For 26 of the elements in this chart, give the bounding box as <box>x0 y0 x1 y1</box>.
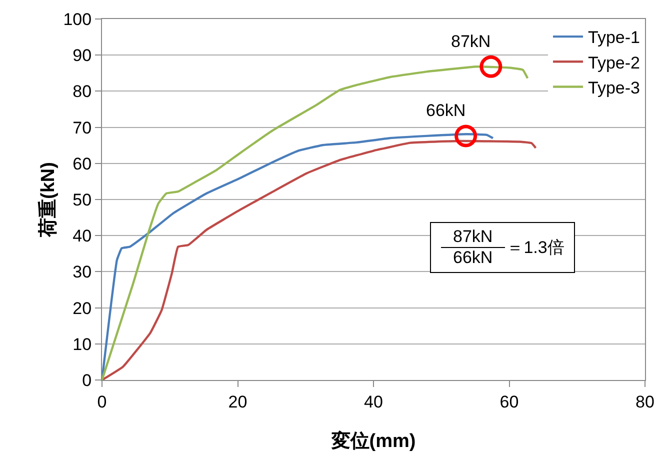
x-tick-label: 80 <box>636 392 654 412</box>
annotation: ＝1.3倍 <box>506 237 564 259</box>
annotation: 87kN <box>451 32 491 51</box>
y-tick-label: 90 <box>72 46 92 66</box>
annotation: 66kN <box>453 248 493 268</box>
x-axis-title: 変位(mm) <box>330 430 416 452</box>
y-tick-label: 20 <box>72 298 92 318</box>
annotation: 87kN <box>441 227 505 248</box>
y-tick-label: 70 <box>72 118 92 138</box>
annotation: 66kN <box>426 101 466 120</box>
y-axis-title: 荷重(kN) <box>37 162 59 238</box>
legend-label: Type-3 <box>588 78 640 98</box>
y-tick-label: 40 <box>72 226 92 246</box>
y-tick-label: 80 <box>72 82 92 102</box>
y-tick-label: 50 <box>72 190 92 210</box>
y-tick-label: 60 <box>72 154 92 174</box>
x-tick-label: 20 <box>228 392 248 412</box>
x-tick-label: 0 <box>97 392 107 412</box>
legend-label: Type-2 <box>588 53 640 72</box>
y-tick-label: 10 <box>72 334 92 354</box>
x-tick-label: 40 <box>364 392 383 412</box>
y-tick-label: 30 <box>72 262 92 282</box>
y-tick-label: 100 <box>63 10 92 29</box>
y-tick-label: 0 <box>82 370 92 390</box>
legend-label: Type-1 <box>588 28 640 48</box>
x-tick-label: 60 <box>500 392 519 412</box>
